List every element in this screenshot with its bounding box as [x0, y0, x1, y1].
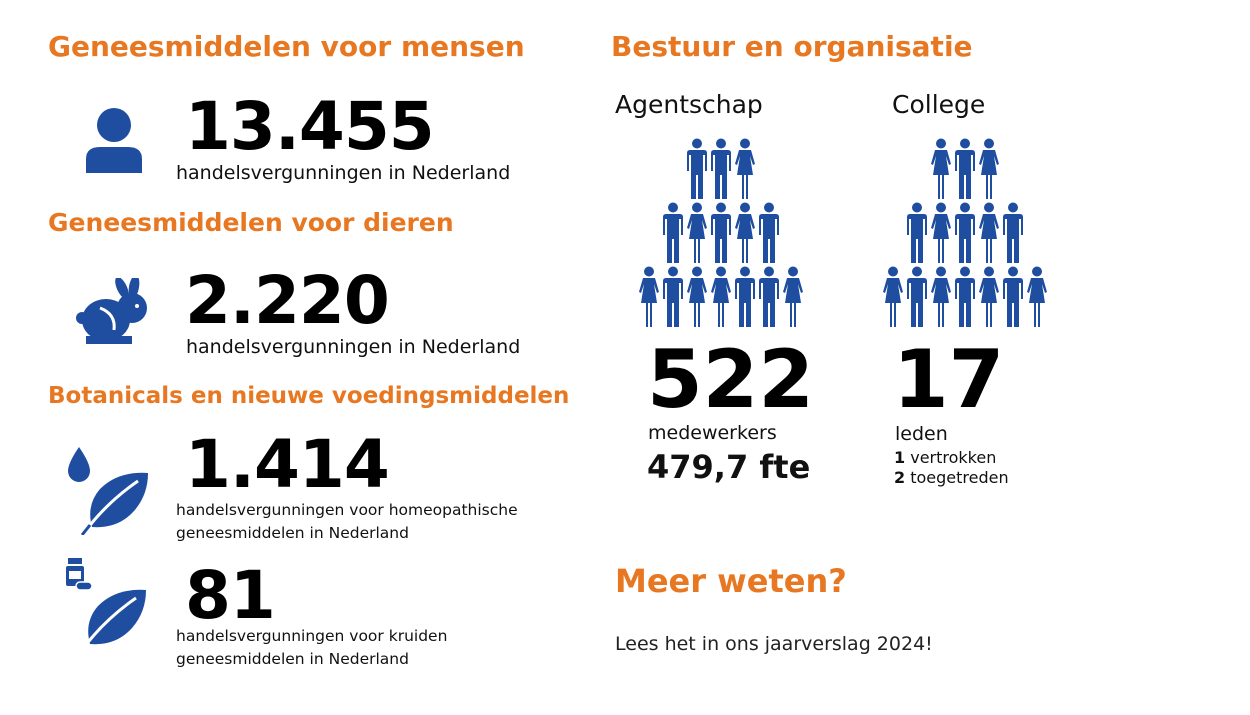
board-departed: 1 vertrokken — [894, 448, 997, 467]
heading-human-medicines: Geneesmiddelen voor mensen — [48, 30, 525, 63]
herbal-licences-count: 81 — [185, 557, 276, 634]
human-licences-count: 13.455 — [185, 88, 435, 165]
heading-veterinary-medicines: Geneesmiddelen voor dieren — [48, 208, 454, 237]
homeopathic-licences-caption: handelsvergunningen voor homeopathische … — [176, 501, 518, 542]
annual-report-link[interactable]: Lees het in ons jaarverslag 2024! — [615, 633, 933, 655]
person-icon — [86, 108, 142, 173]
pill-bottle-leaf-icon — [66, 558, 146, 651]
board-member-count: 17 — [893, 333, 1005, 426]
heading-governance: Bestuur en organisatie — [611, 30, 973, 63]
board-member-caption: leden — [895, 423, 948, 445]
homeopathic-licences-count: 1.414 — [185, 426, 390, 503]
human-licences-caption: handelsvergunningen in Nederland — [176, 162, 511, 184]
veterinary-licences-count: 2.220 — [185, 262, 390, 339]
board-joined: 2 toegetreden — [894, 468, 1009, 487]
agency-employee-caption: medewerkers — [648, 422, 777, 444]
board-people-pyramid-icon — [880, 138, 1050, 328]
agency-label: Agentschap — [615, 90, 763, 119]
heading-botanicals: Botanicals en nieuwe voedingsmiddelen — [48, 383, 570, 409]
veterinary-licences-caption: handelsvergunningen in Nederland — [186, 336, 521, 358]
rabbit-icon — [76, 278, 147, 344]
herbal-licences-caption: handelsvergunningen voor kruiden geneesm… — [176, 627, 448, 668]
drop-leaf-icon — [68, 447, 148, 535]
agency-people-pyramid-icon — [636, 138, 806, 328]
board-label: College — [892, 90, 986, 119]
agency-employee-count: 522 — [647, 333, 814, 426]
agency-fte: 479,7 fte — [647, 448, 811, 486]
more-info-heading: Meer weten? — [615, 562, 847, 600]
